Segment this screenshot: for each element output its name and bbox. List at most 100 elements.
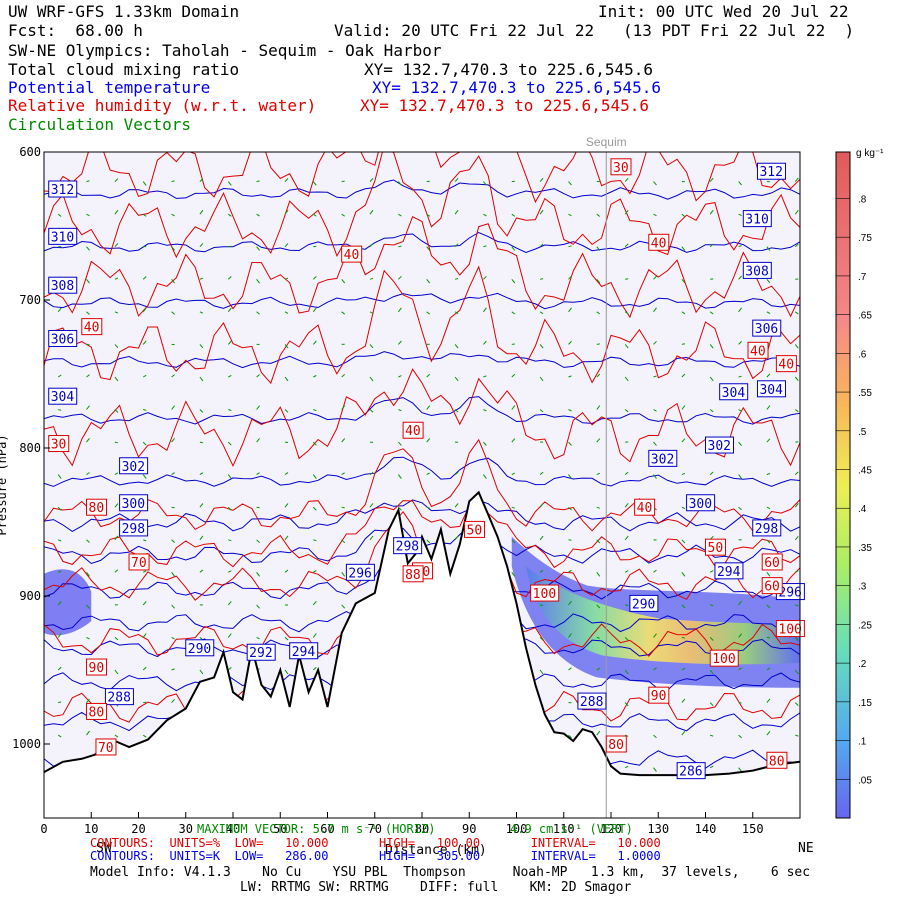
circulation-vector: [624, 570, 629, 573]
theta-label-box: [119, 457, 149, 475]
circulation-vector: [199, 569, 204, 573]
rh-label: 40: [84, 321, 100, 336]
circulation-vector: [454, 311, 459, 315]
circulation-vector: [738, 441, 742, 447]
sw-end-label: SW: [96, 841, 112, 856]
theta-label: 294: [292, 645, 316, 660]
circulation-vector: [312, 667, 317, 671]
circulation-vector: [199, 311, 204, 314]
theta-label-box: [629, 594, 659, 612]
theta-label: 288: [107, 691, 130, 706]
circulation-vector: [568, 340, 572, 345]
rh-label: 30: [51, 438, 67, 453]
circulation-vector: [284, 376, 289, 382]
circulation-vector: [794, 471, 799, 475]
theta-label-box: [48, 276, 78, 294]
circulation-vector: [341, 539, 346, 544]
circulation-vector: [114, 734, 119, 738]
circulation-vector: [738, 767, 742, 772]
theta-label: 310: [51, 230, 74, 245]
circulation-vector: [284, 569, 289, 573]
circulation-vector: [341, 438, 346, 443]
circulation-vector: [681, 311, 686, 315]
y-tick-label: 800: [19, 441, 41, 455]
circulation-vector: [142, 374, 147, 378]
circulation-vector: [794, 535, 799, 541]
circulation-vector: [199, 243, 204, 248]
circulation-vector: [114, 472, 119, 476]
circulation-vector: [199, 441, 203, 444]
circulation-vector: [312, 600, 317, 606]
rh-label: 50: [467, 523, 483, 538]
field-vectors: Circulation Vectors: [8, 115, 192, 134]
rh-label-box: [747, 341, 769, 359]
circulation-vector: [794, 209, 799, 215]
circulation-vector: [341, 311, 346, 315]
circulation-vector: [86, 604, 90, 609]
circulation-vector: [511, 506, 515, 509]
circulation-vector: [369, 471, 374, 476]
circulation-vector: [596, 311, 601, 315]
field-cloud-xy: XY= 132.7,470.3 to 225.6,545.6: [364, 60, 653, 79]
circulation-vector: [284, 669, 289, 675]
circulation-vector: [312, 276, 317, 280]
circulation-vector: [568, 275, 572, 280]
rh-label-box: [341, 245, 363, 263]
circulation-vector: [227, 307, 232, 313]
circulation-vector: [341, 180, 345, 183]
circulation-vector: [58, 701, 62, 704]
circulation-vector: [114, 277, 119, 280]
circulation-vector: [681, 539, 686, 544]
circulation-vector: [426, 472, 430, 476]
circulation-vector: [171, 604, 175, 609]
circulation-vector: [738, 375, 742, 378]
circulation-vector: [341, 571, 346, 577]
circulation-vector: [624, 471, 629, 475]
circulation-vector: [568, 600, 572, 606]
circulation-vector: [114, 569, 119, 573]
circulation-vector: [57, 633, 62, 638]
circulation-vector: [568, 667, 572, 671]
circulation-vector: [171, 636, 175, 640]
circulation-vector: [596, 506, 600, 509]
circulation-vector: [142, 181, 147, 186]
circulation-vector: [142, 307, 147, 313]
theta-label: 298: [755, 522, 778, 537]
field-rh: Relative humidity (w.r.t. water): [8, 96, 317, 115]
circulation-vector: [653, 307, 657, 313]
circulation-vector: [313, 570, 317, 573]
circulation-vector: [454, 409, 459, 413]
circulation-vector: [284, 277, 289, 280]
circulation-vector: [398, 340, 402, 345]
circulation-vector: [511, 539, 516, 544]
theta-label-box: [752, 519, 782, 537]
circulation-vector: [369, 376, 374, 382]
circulation-vector: [568, 213, 572, 217]
rh-label: 88: [405, 568, 421, 583]
circulation-vector: [624, 177, 629, 182]
circulation-vector: [653, 569, 657, 573]
circulation-vector: [398, 375, 402, 378]
circulation-vector: [596, 730, 601, 736]
rh-label: 50: [708, 541, 724, 556]
circulation-vector: [596, 246, 601, 251]
circulation-vector: [171, 571, 176, 577]
circulation-vector: [794, 669, 799, 675]
circulation-vector: [511, 571, 516, 577]
circulation-vector: [596, 373, 601, 378]
theta-label: 290: [632, 597, 655, 612]
circulation-vector: [256, 213, 260, 217]
colorbar-tick-label: .65: [858, 311, 872, 322]
theta-label: 298: [396, 540, 419, 555]
circulation-vector: [369, 243, 374, 248]
circulation-vector: [86, 437, 90, 443]
rh-contour: [44, 497, 800, 569]
circulation-vector: [596, 571, 601, 577]
circulation-vector: [114, 535, 119, 541]
circulation-vector: [766, 571, 771, 577]
rh-label-box: [761, 577, 783, 595]
circulation-vector: [171, 539, 175, 543]
circulation-vector: [454, 503, 459, 508]
circulation-vector: [398, 213, 402, 217]
circulation-vector: [369, 409, 374, 413]
